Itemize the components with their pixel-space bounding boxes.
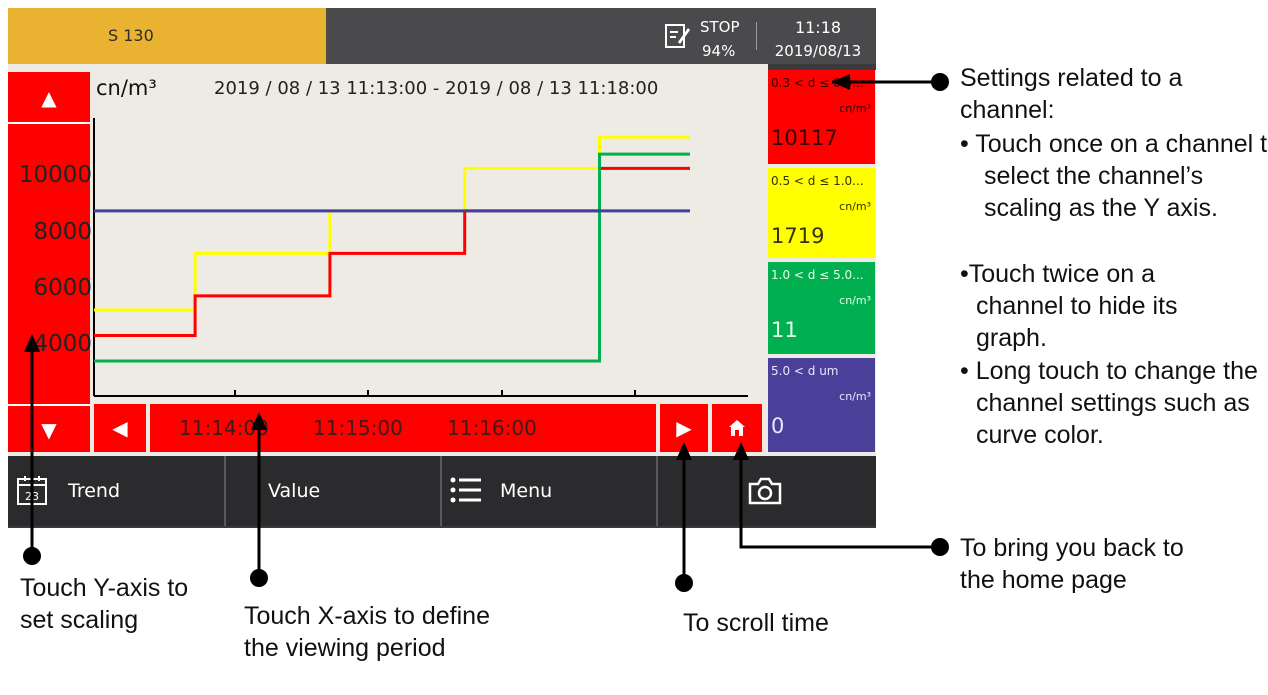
channel-value: 10117	[771, 126, 838, 150]
y-tick-label: 4000	[33, 331, 92, 357]
channel-range: 1.0 < d ≤ 5.0...	[771, 268, 864, 282]
trend-chart: ▲ 10000 8000 6000 4000 ▼ cn/m³ 2019 / 08…	[8, 64, 768, 456]
home-note: To bring you back to the home page	[960, 534, 1184, 594]
channel-range: 5.0 < d um	[771, 364, 839, 378]
home-button[interactable]	[712, 404, 762, 452]
arrow-head-icon	[733, 442, 749, 460]
channel-item[interactable]: 5.0 < d um cn/m³ 0	[768, 358, 875, 452]
channel-unit: cn/m³	[839, 200, 871, 213]
nav-trend-label: Trend	[68, 480, 120, 502]
device-name-tab[interactable]: S 130	[8, 8, 326, 64]
status-percent: 94%	[702, 42, 736, 60]
channel-settings-title: Settings related to a channel:	[960, 64, 1183, 124]
scroll-left-button[interactable]: ◀	[94, 404, 146, 452]
time-range-label: 2019 / 08 / 13 11:13:00 - 2019 / 08 / 13…	[214, 78, 659, 99]
x-tick-label: 11:16:00	[447, 416, 537, 440]
status-divider	[756, 22, 757, 50]
arrow-head-icon	[676, 442, 692, 460]
channel-settings-bullet: • Long touch to change the channel setti…	[960, 357, 1258, 449]
status-date: 2019/08/13	[774, 42, 862, 60]
arrow-head-icon	[251, 412, 267, 430]
x-tick-label: 11:15:00	[313, 416, 403, 440]
series-line	[94, 152, 690, 363]
channel-panel: 0.3 < d ≤ 0.5... cn/m³ 10117 0.5 < d ≤ 1…	[768, 70, 876, 456]
channel-unit: cn/m³	[839, 102, 871, 115]
callout-dot	[931, 73, 949, 91]
nav-value[interactable]: Value	[226, 456, 442, 526]
channel-value: 11	[771, 318, 798, 342]
plot-area	[93, 118, 748, 397]
x-axis-note: Touch X-axis to define the viewing perio…	[244, 602, 490, 662]
y-tick-label: 10000	[18, 162, 92, 188]
channel-item[interactable]: 1.0 < d ≤ 5.0... cn/m³ 11	[768, 262, 875, 354]
arrow-head-icon	[832, 74, 850, 90]
channel-unit: cn/m³	[839, 390, 871, 403]
x-axis[interactable]: ◀ 11:14:00 11:15:00 11:16:00 ▶	[94, 404, 762, 452]
callout-dot	[931, 538, 949, 556]
y-scale-down-button[interactable]: ▼	[8, 404, 90, 452]
nav-camera[interactable]	[658, 456, 876, 526]
channel-value: 0	[771, 414, 785, 438]
x-axis-ticks[interactable]: 11:14:00 11:15:00 11:16:00	[150, 404, 656, 452]
channel-settings-bullet: •Touch twice on a channel to hide its gr…	[960, 260, 1178, 352]
channel-unit: cn/m³	[839, 294, 871, 307]
y-axis[interactable]: ▲ 10000 8000 6000 4000 ▼	[8, 72, 92, 452]
nav-menu[interactable]: Menu	[442, 456, 658, 526]
status-bar: S 130 STOP 94% 11:18 2019/08/13	[8, 8, 876, 64]
camera-icon	[748, 477, 782, 505]
status-time: 11:18	[794, 18, 842, 37]
y-scale-up-button[interactable]: ▲	[8, 72, 90, 124]
status-state: STOP	[700, 18, 740, 36]
nav-menu-label: Menu	[500, 480, 553, 502]
channel-item[interactable]: 0.3 < d ≤ 0.5... cn/m³ 10117	[768, 70, 875, 164]
callout-dot	[23, 547, 41, 565]
nav-value-label: Value	[268, 480, 321, 502]
channel-item[interactable]: 0.5 < d ≤ 1.0... cn/m³ 1719	[768, 168, 875, 258]
channel-settings-bullet: • Touch once on a channel to select the …	[960, 130, 1268, 222]
y-axis-note: Touch Y-axis to set scaling	[20, 574, 189, 634]
arrow-head-icon	[24, 334, 40, 352]
home-icon	[729, 420, 745, 436]
home-callout-line	[739, 458, 938, 549]
menu-list-icon	[450, 477, 481, 503]
y-tick-label: 6000	[33, 275, 92, 301]
chart-unit-label: cn/m³	[96, 76, 157, 100]
scroll-time-note: To scroll time	[683, 609, 829, 637]
channel-value: 1719	[771, 224, 825, 248]
edit-document-icon[interactable]	[664, 22, 690, 50]
device-screen: S 130 STOP 94% 11:18 2019/08/13 ▲ 10000 …	[8, 8, 876, 528]
callout-dot	[675, 574, 693, 592]
channel-range: 0.5 < d ≤ 1.0...	[771, 174, 864, 188]
y-tick-label: 8000	[33, 219, 92, 245]
callout-dot	[250, 569, 268, 587]
